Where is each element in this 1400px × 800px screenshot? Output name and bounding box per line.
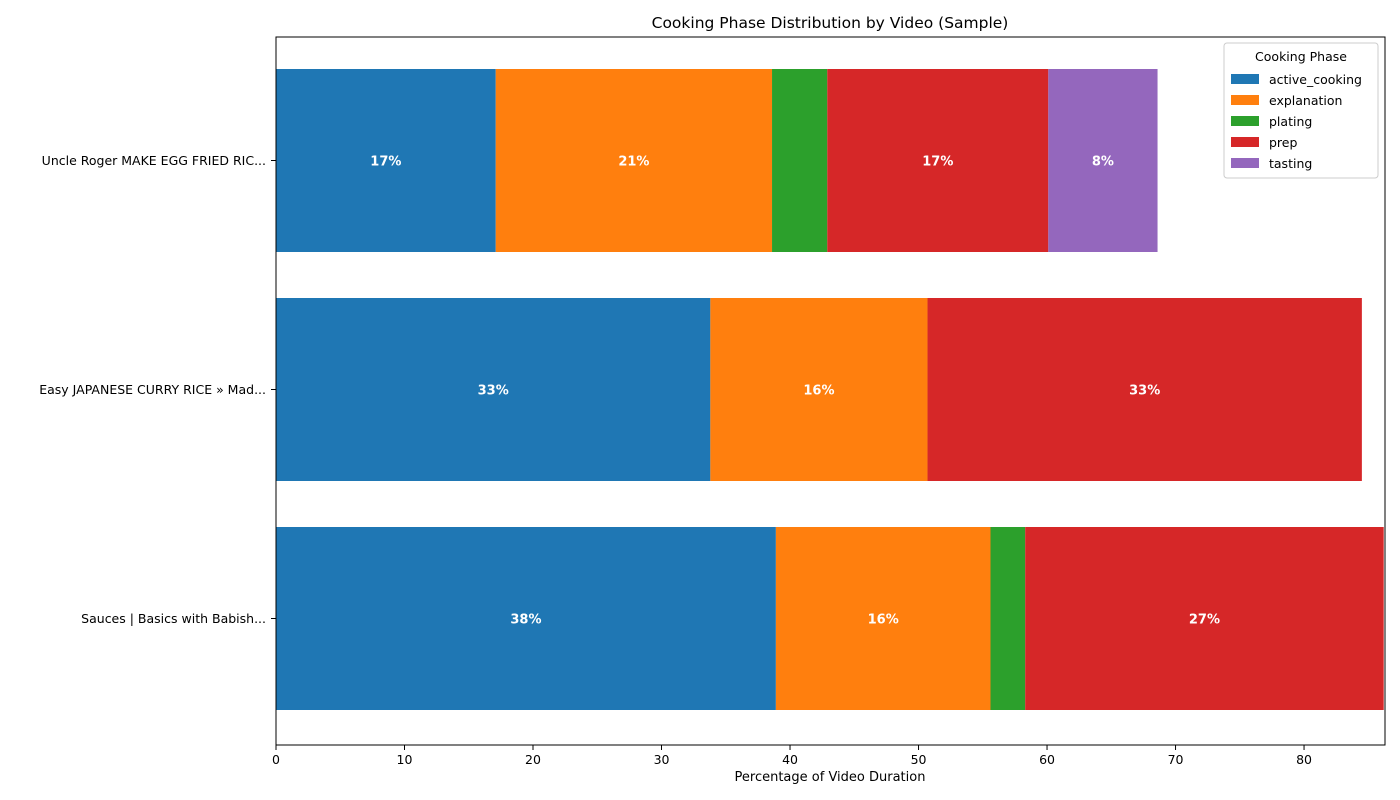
data-label-active_cooking-1: 33%	[478, 384, 509, 399]
legend-swatch-tasting	[1231, 158, 1259, 168]
x-axis: 0 10 20 30 40 50 60 70 80	[272, 745, 1312, 767]
x-tick-label-0: 0	[272, 752, 280, 767]
legend-swatch-explanation	[1231, 95, 1259, 105]
bar-active_cooking-2	[276, 527, 776, 710]
legend-swatch-plating	[1231, 116, 1259, 126]
legend-label-explanation: explanation	[1269, 93, 1342, 108]
data-label-explanation-1: 16%	[803, 384, 834, 399]
y-tick-label-2: Sauces | Basics with Babish...	[81, 611, 266, 626]
x-tick-label-70: 70	[1168, 752, 1184, 767]
bar-explanation-0	[495, 69, 773, 252]
x-tick-label-80: 80	[1296, 752, 1312, 767]
data-label-explanation-2: 16%	[868, 613, 899, 628]
bar-prep-1	[927, 298, 1362, 481]
chart-title: Cooking Phase Distribution by Video (Sam…	[652, 14, 1009, 32]
x-tick-label-40: 40	[782, 752, 798, 767]
plot-frame	[275, 36, 1386, 746]
x-tick-label-50: 50	[911, 752, 927, 767]
bar-prep-2	[1025, 527, 1384, 710]
y-tick-label-1: Easy JAPANESE CURRY RICE » Mad...	[39, 382, 266, 397]
legend-swatch-prep	[1231, 137, 1259, 147]
legend-label-plating: plating	[1269, 114, 1312, 129]
bar-active_cooking-0	[276, 69, 496, 252]
y-tick-label-0: Uncle Roger MAKE EGG FRIED RIC...	[42, 153, 266, 168]
legend-box	[1223, 42, 1379, 179]
bar-tasting-0	[1048, 69, 1158, 252]
x-tick-label-10: 10	[397, 752, 413, 767]
x-tick-label-60: 60	[1039, 752, 1055, 767]
data-label-tasting-0: 8%	[1092, 155, 1114, 170]
bar-explanation-2	[775, 527, 991, 710]
legend-title: Cooking Phase	[1255, 49, 1347, 64]
bar-prep-0	[827, 69, 1049, 252]
x-tick-label-20: 20	[525, 752, 541, 767]
data-label-explanation-0: 21%	[618, 155, 649, 170]
data-label-active_cooking-0: 17%	[370, 155, 401, 170]
data-label-active_cooking-2: 38%	[510, 613, 541, 628]
data-label-prep-2: 27%	[1189, 613, 1220, 628]
bar-active_cooking-1	[276, 298, 711, 481]
data-label-prep-0: 17%	[922, 155, 953, 170]
x-axis-label: Percentage of Video Duration	[735, 770, 926, 785]
data-label-prep-1: 33%	[1129, 384, 1160, 399]
legend: Cooking Phase active_cooking explanation pl…	[1223, 42, 1379, 179]
x-tick-label-30: 30	[654, 752, 670, 767]
legend-swatch-active_cooking	[1231, 74, 1259, 84]
legend-label-prep: prep	[1269, 135, 1297, 150]
y-axis: Uncle Roger MAKE EGG FRIED RIC... Easy JA…	[39, 153, 276, 626]
bar-plating-0	[772, 69, 828, 252]
bar-plating-2	[990, 527, 1026, 710]
legend-label-active_cooking: active_cooking	[1269, 72, 1362, 87]
bars-group: 17% 21% 17% 8% 33% 16% 33% 38% 16% 27%	[276, 69, 1384, 710]
bar-explanation-1	[710, 298, 928, 481]
legend-label-tasting: tasting	[1269, 156, 1312, 171]
